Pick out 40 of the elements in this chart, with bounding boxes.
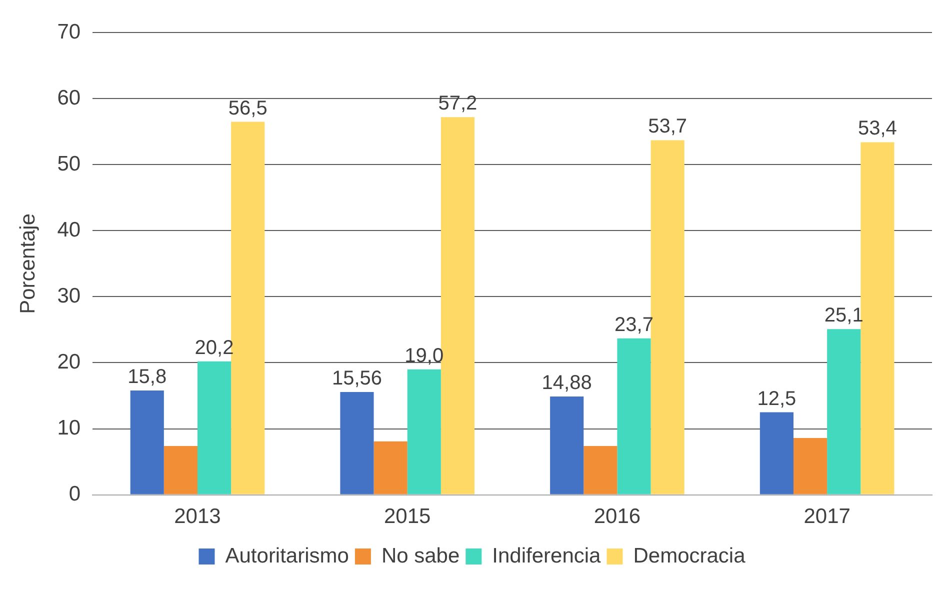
y-tick-label: 60 xyxy=(57,86,81,110)
bar xyxy=(650,140,684,494)
x-tick-label: 2015 xyxy=(384,505,431,528)
bar xyxy=(793,438,828,494)
y-tick-label: 50 xyxy=(57,152,81,176)
x-tick-label: 2017 xyxy=(804,505,850,528)
y-tick-label: 10 xyxy=(57,416,81,440)
legend-label: Democracia xyxy=(633,544,746,568)
bar xyxy=(584,446,618,494)
data-label: 12,5 xyxy=(757,388,796,410)
bar xyxy=(550,396,584,494)
data-label: 53,4 xyxy=(858,118,897,140)
bar xyxy=(374,441,408,494)
legend-label: Autoritarismo xyxy=(225,544,349,568)
data-label: 15,8 xyxy=(128,366,167,388)
bar xyxy=(617,338,651,494)
bar xyxy=(760,412,794,494)
y-tick-label: 70 xyxy=(57,20,81,44)
bar xyxy=(407,369,441,494)
y-tick-label: 40 xyxy=(57,218,81,242)
y-tick-label: 30 xyxy=(57,284,81,308)
y-tick-label: 20 xyxy=(57,350,81,374)
bar xyxy=(164,446,198,494)
data-label: 14,88 xyxy=(542,372,592,394)
bar xyxy=(231,122,265,494)
data-label: 57,2 xyxy=(438,92,478,115)
bar xyxy=(197,361,232,494)
data-label: 15,56 xyxy=(332,368,382,390)
bar xyxy=(130,390,164,494)
y-tick-label: 0 xyxy=(68,482,81,506)
bar xyxy=(827,329,861,494)
data-label: 56,5 xyxy=(228,97,268,120)
bar xyxy=(860,142,894,494)
legend-label: Indiferencia xyxy=(492,544,602,568)
x-tick-label: 2013 xyxy=(174,505,221,528)
legend-label: No sabe xyxy=(381,544,460,568)
data-label: 53,7 xyxy=(648,116,688,138)
bar xyxy=(340,392,374,494)
x-tick-label: 2016 xyxy=(594,505,641,528)
y-axis-title: Porcentaje xyxy=(16,213,40,314)
